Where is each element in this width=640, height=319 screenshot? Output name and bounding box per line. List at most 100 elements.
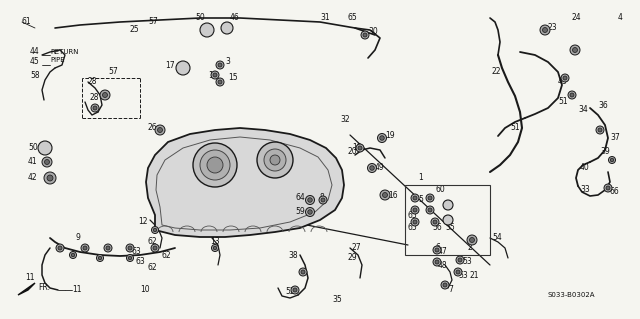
Text: 53: 53 (458, 271, 468, 279)
Circle shape (207, 157, 223, 173)
Circle shape (211, 71, 219, 79)
Text: 65: 65 (408, 224, 418, 233)
Text: 58: 58 (30, 70, 40, 79)
Circle shape (370, 166, 374, 170)
Circle shape (157, 128, 163, 132)
Text: 25: 25 (130, 26, 140, 34)
Circle shape (305, 207, 314, 217)
Circle shape (291, 286, 299, 294)
Circle shape (413, 220, 417, 224)
Text: 64: 64 (295, 194, 305, 203)
Polygon shape (146, 128, 344, 237)
Text: 6: 6 (435, 243, 440, 253)
Circle shape (467, 235, 477, 245)
Circle shape (411, 194, 419, 202)
Circle shape (264, 149, 286, 171)
Circle shape (596, 126, 604, 134)
Circle shape (213, 73, 217, 77)
Circle shape (611, 158, 614, 162)
Text: 3: 3 (225, 57, 230, 66)
Text: S033-B0302A: S033-B0302A (548, 292, 595, 298)
Text: 51: 51 (558, 98, 568, 107)
Text: 52: 52 (285, 287, 294, 296)
Circle shape (543, 27, 547, 33)
Circle shape (104, 244, 112, 252)
Circle shape (216, 61, 224, 69)
Circle shape (200, 23, 214, 37)
Text: 12: 12 (138, 218, 147, 226)
Circle shape (308, 198, 312, 202)
Circle shape (570, 93, 574, 97)
Text: 44: 44 (30, 48, 40, 56)
Circle shape (361, 31, 369, 39)
Circle shape (413, 208, 417, 212)
Circle shape (91, 104, 99, 112)
Circle shape (454, 268, 462, 276)
Circle shape (356, 144, 364, 152)
Text: 35: 35 (332, 295, 342, 305)
Text: 5: 5 (418, 196, 423, 204)
Circle shape (155, 125, 165, 135)
Text: 53: 53 (462, 257, 472, 266)
Text: 32: 32 (340, 115, 349, 124)
Text: 31: 31 (320, 13, 330, 23)
Text: 4: 4 (618, 13, 623, 23)
Circle shape (200, 150, 230, 180)
Bar (405, 185, 490, 255)
Text: 56: 56 (432, 224, 442, 233)
Circle shape (42, 157, 52, 167)
Text: 9: 9 (75, 234, 80, 242)
Circle shape (411, 206, 419, 214)
Circle shape (435, 248, 439, 252)
Circle shape (428, 196, 432, 200)
Text: 37: 37 (610, 133, 620, 143)
Text: 1: 1 (418, 174, 423, 182)
Circle shape (293, 288, 297, 292)
Text: 66: 66 (610, 188, 620, 197)
Circle shape (443, 200, 453, 210)
Circle shape (433, 258, 441, 266)
Text: 59: 59 (295, 207, 305, 217)
Text: 26: 26 (148, 123, 157, 132)
Text: 38: 38 (288, 250, 298, 259)
Text: 65: 65 (348, 13, 358, 23)
Text: 16: 16 (388, 190, 397, 199)
Circle shape (441, 281, 449, 289)
Circle shape (456, 270, 460, 274)
Circle shape (70, 251, 77, 258)
Text: 47: 47 (438, 248, 448, 256)
Circle shape (433, 246, 441, 254)
Circle shape (81, 244, 89, 252)
Circle shape (153, 246, 157, 250)
Circle shape (218, 80, 222, 84)
Text: 40: 40 (580, 164, 589, 173)
Text: 20: 20 (348, 147, 358, 157)
Text: 42: 42 (28, 174, 38, 182)
Text: 61: 61 (22, 18, 31, 26)
Circle shape (321, 198, 325, 202)
Text: 8: 8 (320, 194, 324, 203)
Text: 18: 18 (352, 144, 362, 152)
Circle shape (367, 164, 376, 173)
Text: 13: 13 (210, 238, 220, 247)
Text: 51: 51 (510, 123, 520, 132)
Text: 11: 11 (72, 286, 81, 294)
Text: 65: 65 (408, 211, 418, 219)
Text: 14: 14 (208, 70, 218, 79)
Circle shape (308, 210, 312, 214)
Circle shape (106, 246, 110, 250)
Circle shape (58, 246, 62, 250)
Text: 22: 22 (492, 68, 502, 77)
Circle shape (221, 22, 233, 34)
Circle shape (380, 136, 384, 140)
Text: 27: 27 (352, 243, 362, 253)
Text: 34: 34 (578, 106, 588, 115)
Text: 62: 62 (162, 250, 172, 259)
Circle shape (301, 270, 305, 274)
Circle shape (604, 184, 612, 192)
Circle shape (44, 172, 56, 184)
Circle shape (598, 128, 602, 132)
Circle shape (56, 244, 64, 252)
Circle shape (426, 206, 434, 214)
Text: 30: 30 (368, 27, 378, 36)
